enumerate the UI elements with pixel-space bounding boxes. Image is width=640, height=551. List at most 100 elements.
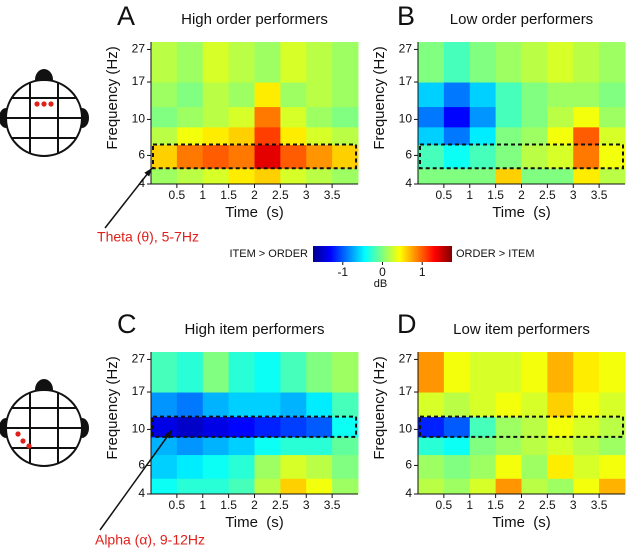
heatmap-cell [176, 478, 204, 495]
heatmap-cell [202, 144, 230, 169]
heatmap-cell [599, 42, 626, 83]
heatmap-cell [151, 168, 178, 185]
heatmap-cell [521, 82, 548, 108]
heatmap-cell [547, 478, 574, 495]
x-tick-label: 1.5 [220, 188, 237, 202]
panel-letter: B [397, 1, 415, 31]
y-axis-label: Frequency (Hz) [104, 46, 121, 149]
heatmap-cell [495, 478, 522, 495]
x-tick-label: 0.5 [169, 498, 186, 512]
annotation: Theta (θ), 5-7Hz [97, 229, 199, 245]
heatmap-cell [254, 454, 281, 479]
heatmap [151, 42, 359, 185]
heatmap-cell [228, 106, 255, 128]
y-tick-label: 6 [405, 148, 412, 162]
heatmap-cell [443, 144, 471, 169]
heatmap-cell [332, 82, 359, 108]
heatmap-cell [599, 392, 626, 418]
y-tick-label: 27 [399, 42, 413, 56]
heatmap-cell [176, 436, 204, 456]
heatmap-cell [254, 42, 281, 83]
heatmap-cell [332, 454, 359, 479]
x-axis-label: Time (s) [225, 514, 284, 531]
heatmap-cell [306, 392, 333, 418]
heatmap-cell [280, 416, 307, 438]
x-tick-label: 1 [466, 188, 473, 202]
heatmap-cell [469, 454, 497, 479]
heatmap-cell [228, 352, 255, 393]
heatmap-cell [495, 436, 522, 456]
heatmap-cell [521, 392, 548, 418]
heatmap-cell [332, 106, 359, 128]
panel-title: Low item performers [453, 321, 590, 338]
heatmap-cell [573, 168, 600, 185]
heatmap-cell [599, 454, 626, 479]
heatmap-cell [469, 126, 497, 146]
heatmap-cell [573, 82, 600, 108]
heatmap-cell [599, 478, 626, 495]
heatmap-cell [521, 168, 548, 185]
y-tick-label: 6 [138, 458, 145, 472]
heatmap-cell [228, 436, 255, 456]
x-tick-label: 2 [518, 498, 525, 512]
heatmap-cell [202, 42, 230, 83]
heatmap-cell [418, 352, 445, 393]
heatmap-cell [469, 392, 497, 418]
heatmap-cell [202, 454, 230, 479]
x-tick-label: 2.5 [272, 188, 289, 202]
panel-title: High item performers [184, 321, 324, 338]
heatmap-cell [495, 454, 522, 479]
annotation-arrow [99, 429, 173, 531]
x-axis-label: Time (s) [492, 204, 551, 221]
heatmap-cell [280, 392, 307, 418]
heatmap-cell [418, 392, 445, 418]
heatmap-cell [306, 478, 333, 495]
heatmap-cell [495, 392, 522, 418]
heatmap-cell [254, 416, 281, 438]
heatmap-cell [599, 126, 626, 146]
heatmap-cell [599, 416, 626, 438]
heatmap-cell [469, 416, 497, 438]
heatmap [151, 352, 359, 495]
heatmap-cell [599, 168, 626, 185]
heatmap-cell [443, 416, 471, 438]
x-tick-label: 3 [570, 498, 577, 512]
y-axis-label: Frequency (Hz) [104, 356, 121, 459]
heatmap-cell [443, 126, 471, 146]
heatmap-cell [469, 436, 497, 456]
heatmap-cell [599, 144, 626, 169]
heatmap-cell [495, 416, 522, 438]
heatmap-cell [332, 392, 359, 418]
heatmap-cell [228, 144, 255, 169]
annotation: Alpha (α), 9-12Hz [95, 532, 205, 548]
heatmap-cell [418, 454, 445, 479]
heatmap-cell [547, 168, 574, 185]
heatmap-cell [547, 392, 574, 418]
heatmap-cell [443, 168, 471, 185]
heatmap-cell [228, 82, 255, 108]
heatmap-cell [547, 82, 574, 108]
heatmap-cell [176, 392, 204, 418]
x-tick-label: 1 [199, 498, 206, 512]
x-tick-label: 3 [303, 498, 310, 512]
heatmap-cell [151, 454, 178, 479]
heatmap-cell [202, 168, 230, 185]
heatmap-cell [573, 392, 600, 418]
heatmap-cell [254, 106, 281, 128]
y-tick-label: 17 [399, 384, 413, 398]
heatmap-cell [495, 144, 522, 169]
heatmap-cell [280, 168, 307, 185]
heatmap-cell [202, 352, 230, 393]
heatmap-cell [176, 168, 204, 185]
heatmap-cell [332, 168, 359, 185]
heatmap-cell [306, 168, 333, 185]
heatmap-cell [332, 436, 359, 456]
heatmap-cell [469, 82, 497, 108]
heatmap-cell [280, 106, 307, 128]
heatmap-cell [547, 416, 574, 438]
heatmap-cell [599, 82, 626, 108]
heatmap-cell [228, 168, 255, 185]
colorbar-tick-label: 0 [379, 265, 386, 279]
heatmap-cell [306, 126, 333, 146]
heatmap-cell [443, 352, 471, 393]
